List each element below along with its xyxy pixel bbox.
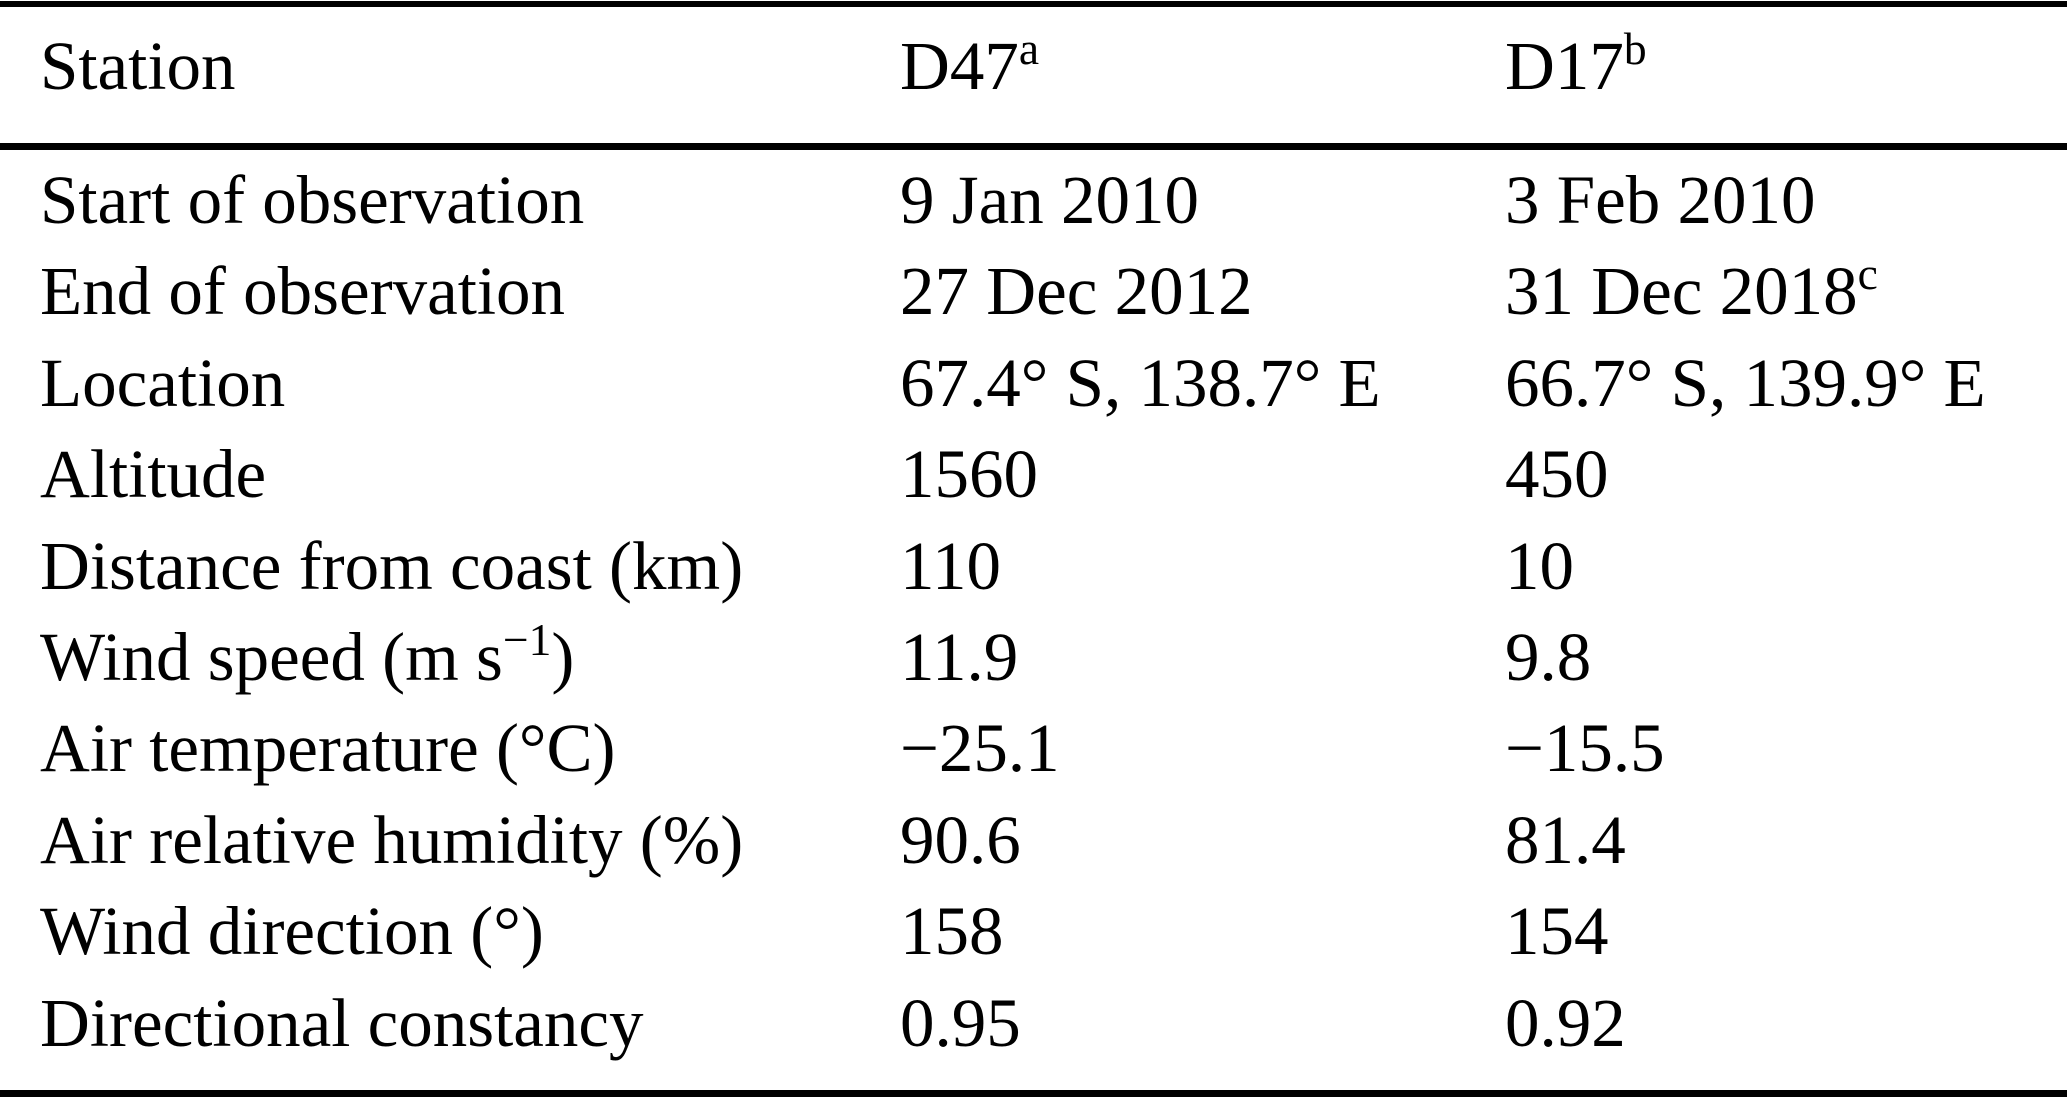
row-label: Location [40,344,286,421]
row-label: End of observation [40,253,566,330]
d47-value: 1560 [900,436,1038,513]
d17-value: 154 [1505,893,1609,970]
d47-value: 27 Dec 2012 [900,253,1253,330]
row-label: Start of observation [40,162,585,238]
d47-value: 9 Jan 2010 [900,162,1199,238]
table-top-rule [0,1,2067,7]
table-row: Wind direction (°) 158 154 [0,886,2067,977]
d47-value: 11.9 [900,618,1019,695]
d17-value: −15.5 [1505,710,1665,787]
d17-value: 0.92 [1505,984,1626,1061]
d17-value: 450 [1505,436,1609,513]
d17-value: 3 Feb 2010 [1505,162,1816,238]
d17-value: 81.4 [1505,801,1626,878]
d17-value: 31 Dec 2018c [1505,248,1878,330]
row-label: Wind speed (m s−1) [40,613,575,695]
row-label: Wind direction (°) [40,893,544,970]
table-bottom-rule [0,1090,2067,1097]
table-row: Location 67.4° S, 138.7° E 66.7° S, 139.… [0,338,2067,429]
row-label: Air temperature (°C) [40,710,616,787]
d47-value: 110 [900,527,1001,604]
row-label: Altitude [40,436,267,513]
table-body: Start of observation 9 Jan 2010 3 Feb 20… [0,155,2067,1069]
table-row: Wind speed (m s−1) 11.9 9.8 [0,612,2067,703]
d47-value: −25.1 [900,710,1060,787]
header-d17-label: D17 [1505,28,1624,104]
table-row: Air relative humidity (%) 90.6 81.4 [0,795,2067,886]
row-label: Distance from coast (km) [40,527,744,604]
table-row: End of observation 27 Dec 2012 31 Dec 20… [0,246,2067,337]
table-row: Start of observation 9 Jan 2010 3 Feb 20… [0,155,2067,246]
header-d47: D47a [900,0,1505,133]
d17-value: 66.7° S, 139.9° E [1505,344,1986,421]
d47-value: 158 [900,893,1004,970]
header-d47-footnote-marker: a [1018,22,1040,74]
row-label: Directional constancy [40,984,644,1061]
table-mid-rule [0,143,2067,150]
header-station: Station [40,0,900,133]
row-label: Air relative humidity (%) [40,801,744,878]
table-row: Directional constancy 0.95 0.92 [0,978,2067,1069]
header-d47-label: D47 [900,28,1019,104]
header-d17: D17b [1505,0,2067,133]
d17-value: 10 [1505,527,1574,604]
table-header-row: Station D47a D17b [0,0,2067,133]
table-row: Altitude 1560 450 [0,429,2067,520]
header-station-label: Station [40,28,236,104]
table-row: Distance from coast (km) 110 10 [0,521,2067,612]
d47-value: 67.4° S, 138.7° E [900,344,1381,421]
d47-value: 0.95 [900,984,1021,1061]
d47-value: 90.6 [900,801,1021,878]
table-row: Air temperature (°C) −25.1 −15.5 [0,703,2067,794]
header-d17-footnote-marker: b [1623,22,1647,74]
d17-value: 9.8 [1505,618,1592,695]
